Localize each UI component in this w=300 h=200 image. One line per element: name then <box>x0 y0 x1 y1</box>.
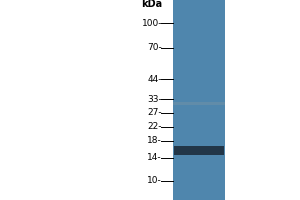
Text: 70-: 70- <box>147 43 162 52</box>
Text: 10-: 10- <box>147 176 162 185</box>
Text: 44-: 44- <box>148 75 162 84</box>
Text: 18-: 18- <box>147 136 162 145</box>
Text: kDa: kDa <box>141 0 162 9</box>
Text: 100-: 100- <box>142 19 162 28</box>
Text: 22-: 22- <box>148 122 162 131</box>
Bar <box>174 146 224 155</box>
Text: 33-: 33- <box>147 95 162 104</box>
Text: 27-: 27- <box>147 108 162 117</box>
Bar <box>172 0 225 200</box>
Text: 14-: 14- <box>147 153 162 162</box>
Bar <box>172 102 225 105</box>
